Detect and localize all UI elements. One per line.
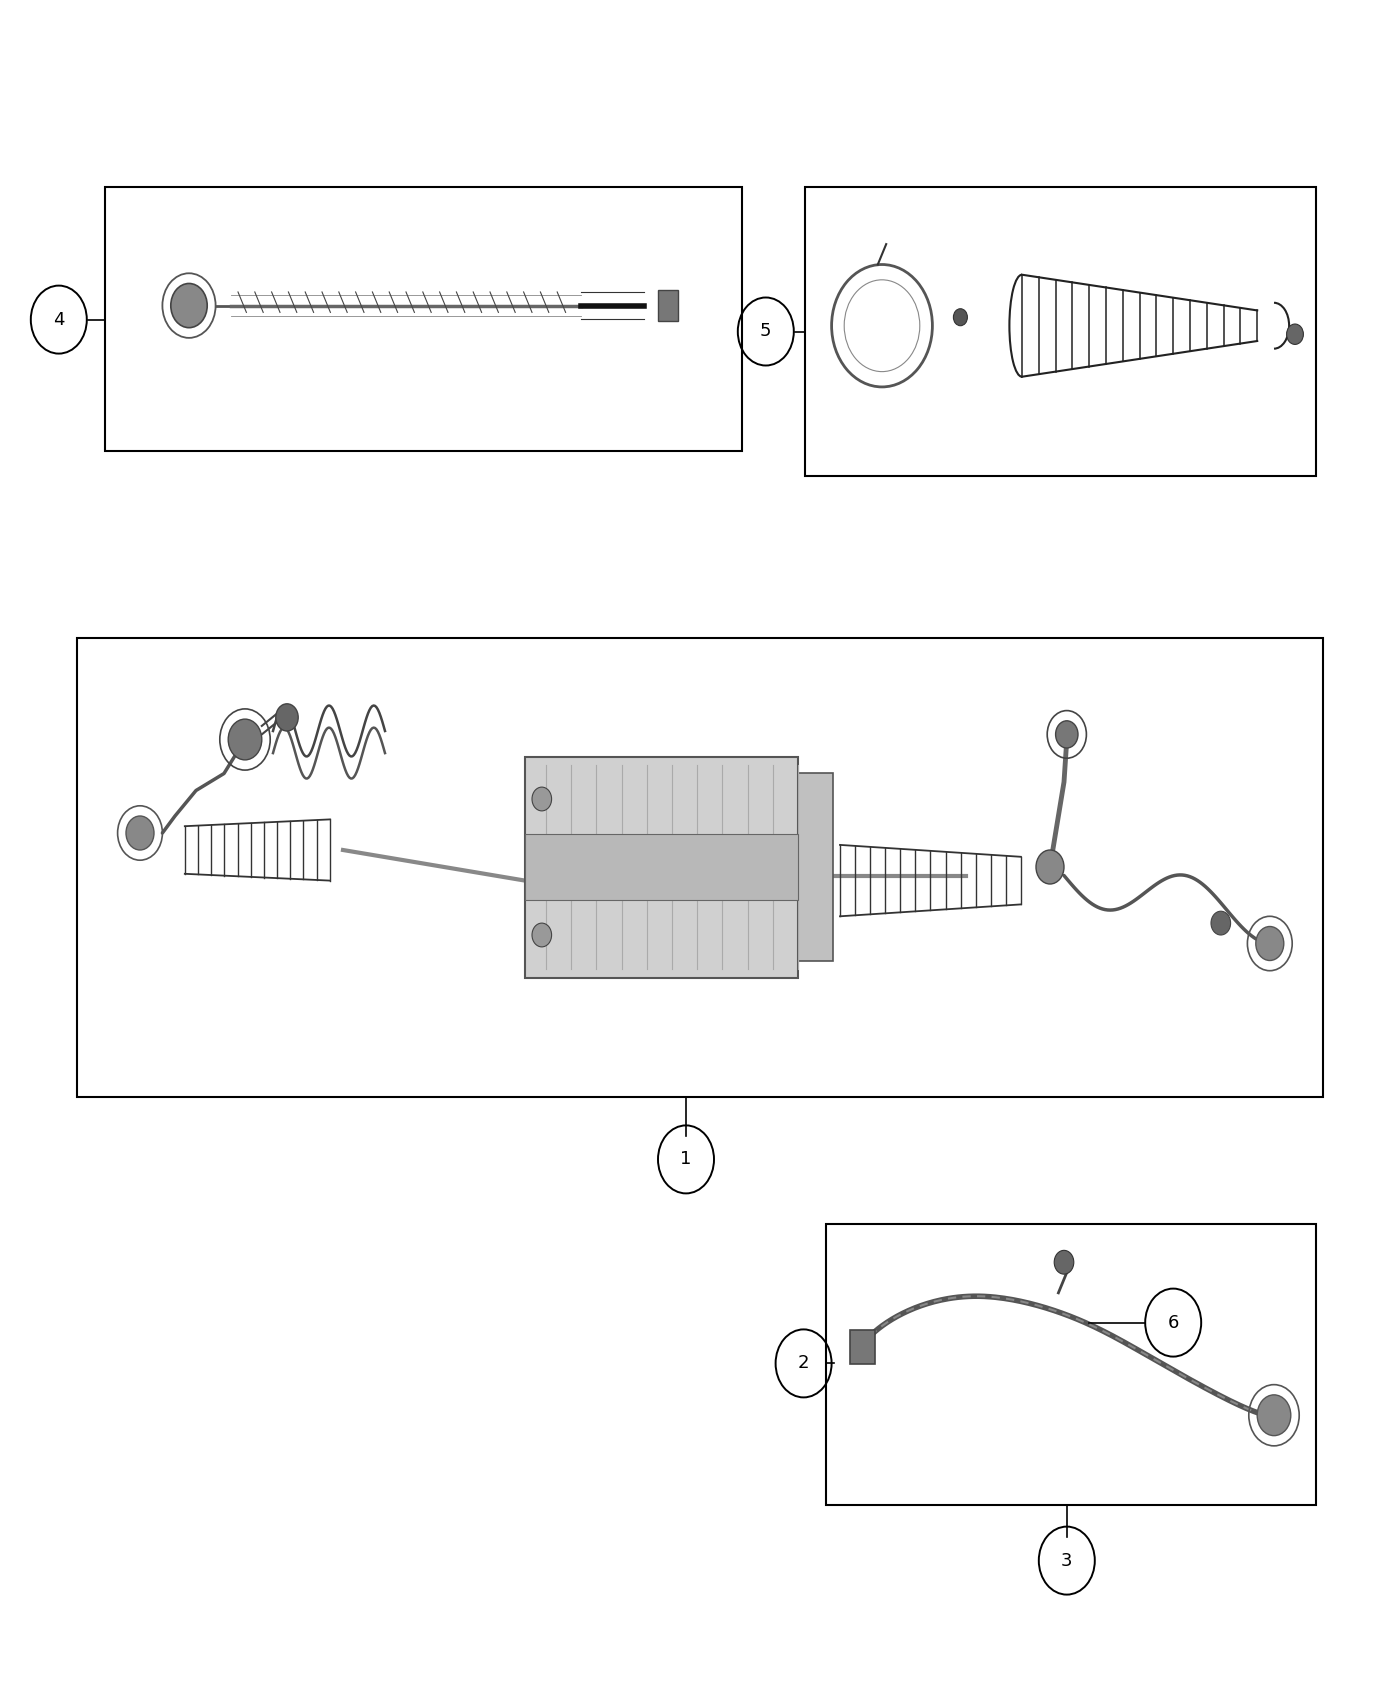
Circle shape (276, 704, 298, 731)
Circle shape (1256, 927, 1284, 960)
Bar (826, 1224, 1316, 1504)
Bar (525, 835, 798, 901)
Circle shape (1054, 1251, 1074, 1275)
Circle shape (1287, 325, 1303, 345)
Text: 6: 6 (1168, 1314, 1179, 1331)
Bar (525, 756, 798, 977)
Text: 1: 1 (680, 1151, 692, 1168)
Circle shape (532, 787, 552, 811)
Text: 2: 2 (798, 1355, 809, 1372)
Circle shape (126, 816, 154, 850)
Circle shape (1257, 1394, 1291, 1435)
Bar (658, 291, 678, 321)
Circle shape (171, 284, 207, 328)
Circle shape (228, 719, 262, 760)
Text: 4: 4 (53, 311, 64, 328)
Circle shape (1211, 911, 1231, 935)
Circle shape (1056, 721, 1078, 748)
Circle shape (953, 309, 967, 326)
Bar (77, 638, 1323, 1096)
Bar (850, 1329, 875, 1363)
Bar (805, 187, 1316, 476)
Circle shape (1036, 850, 1064, 884)
Bar (105, 187, 742, 451)
Circle shape (532, 923, 552, 947)
Text: 5: 5 (760, 323, 771, 340)
Text: 3: 3 (1061, 1552, 1072, 1569)
Bar (798, 774, 833, 960)
